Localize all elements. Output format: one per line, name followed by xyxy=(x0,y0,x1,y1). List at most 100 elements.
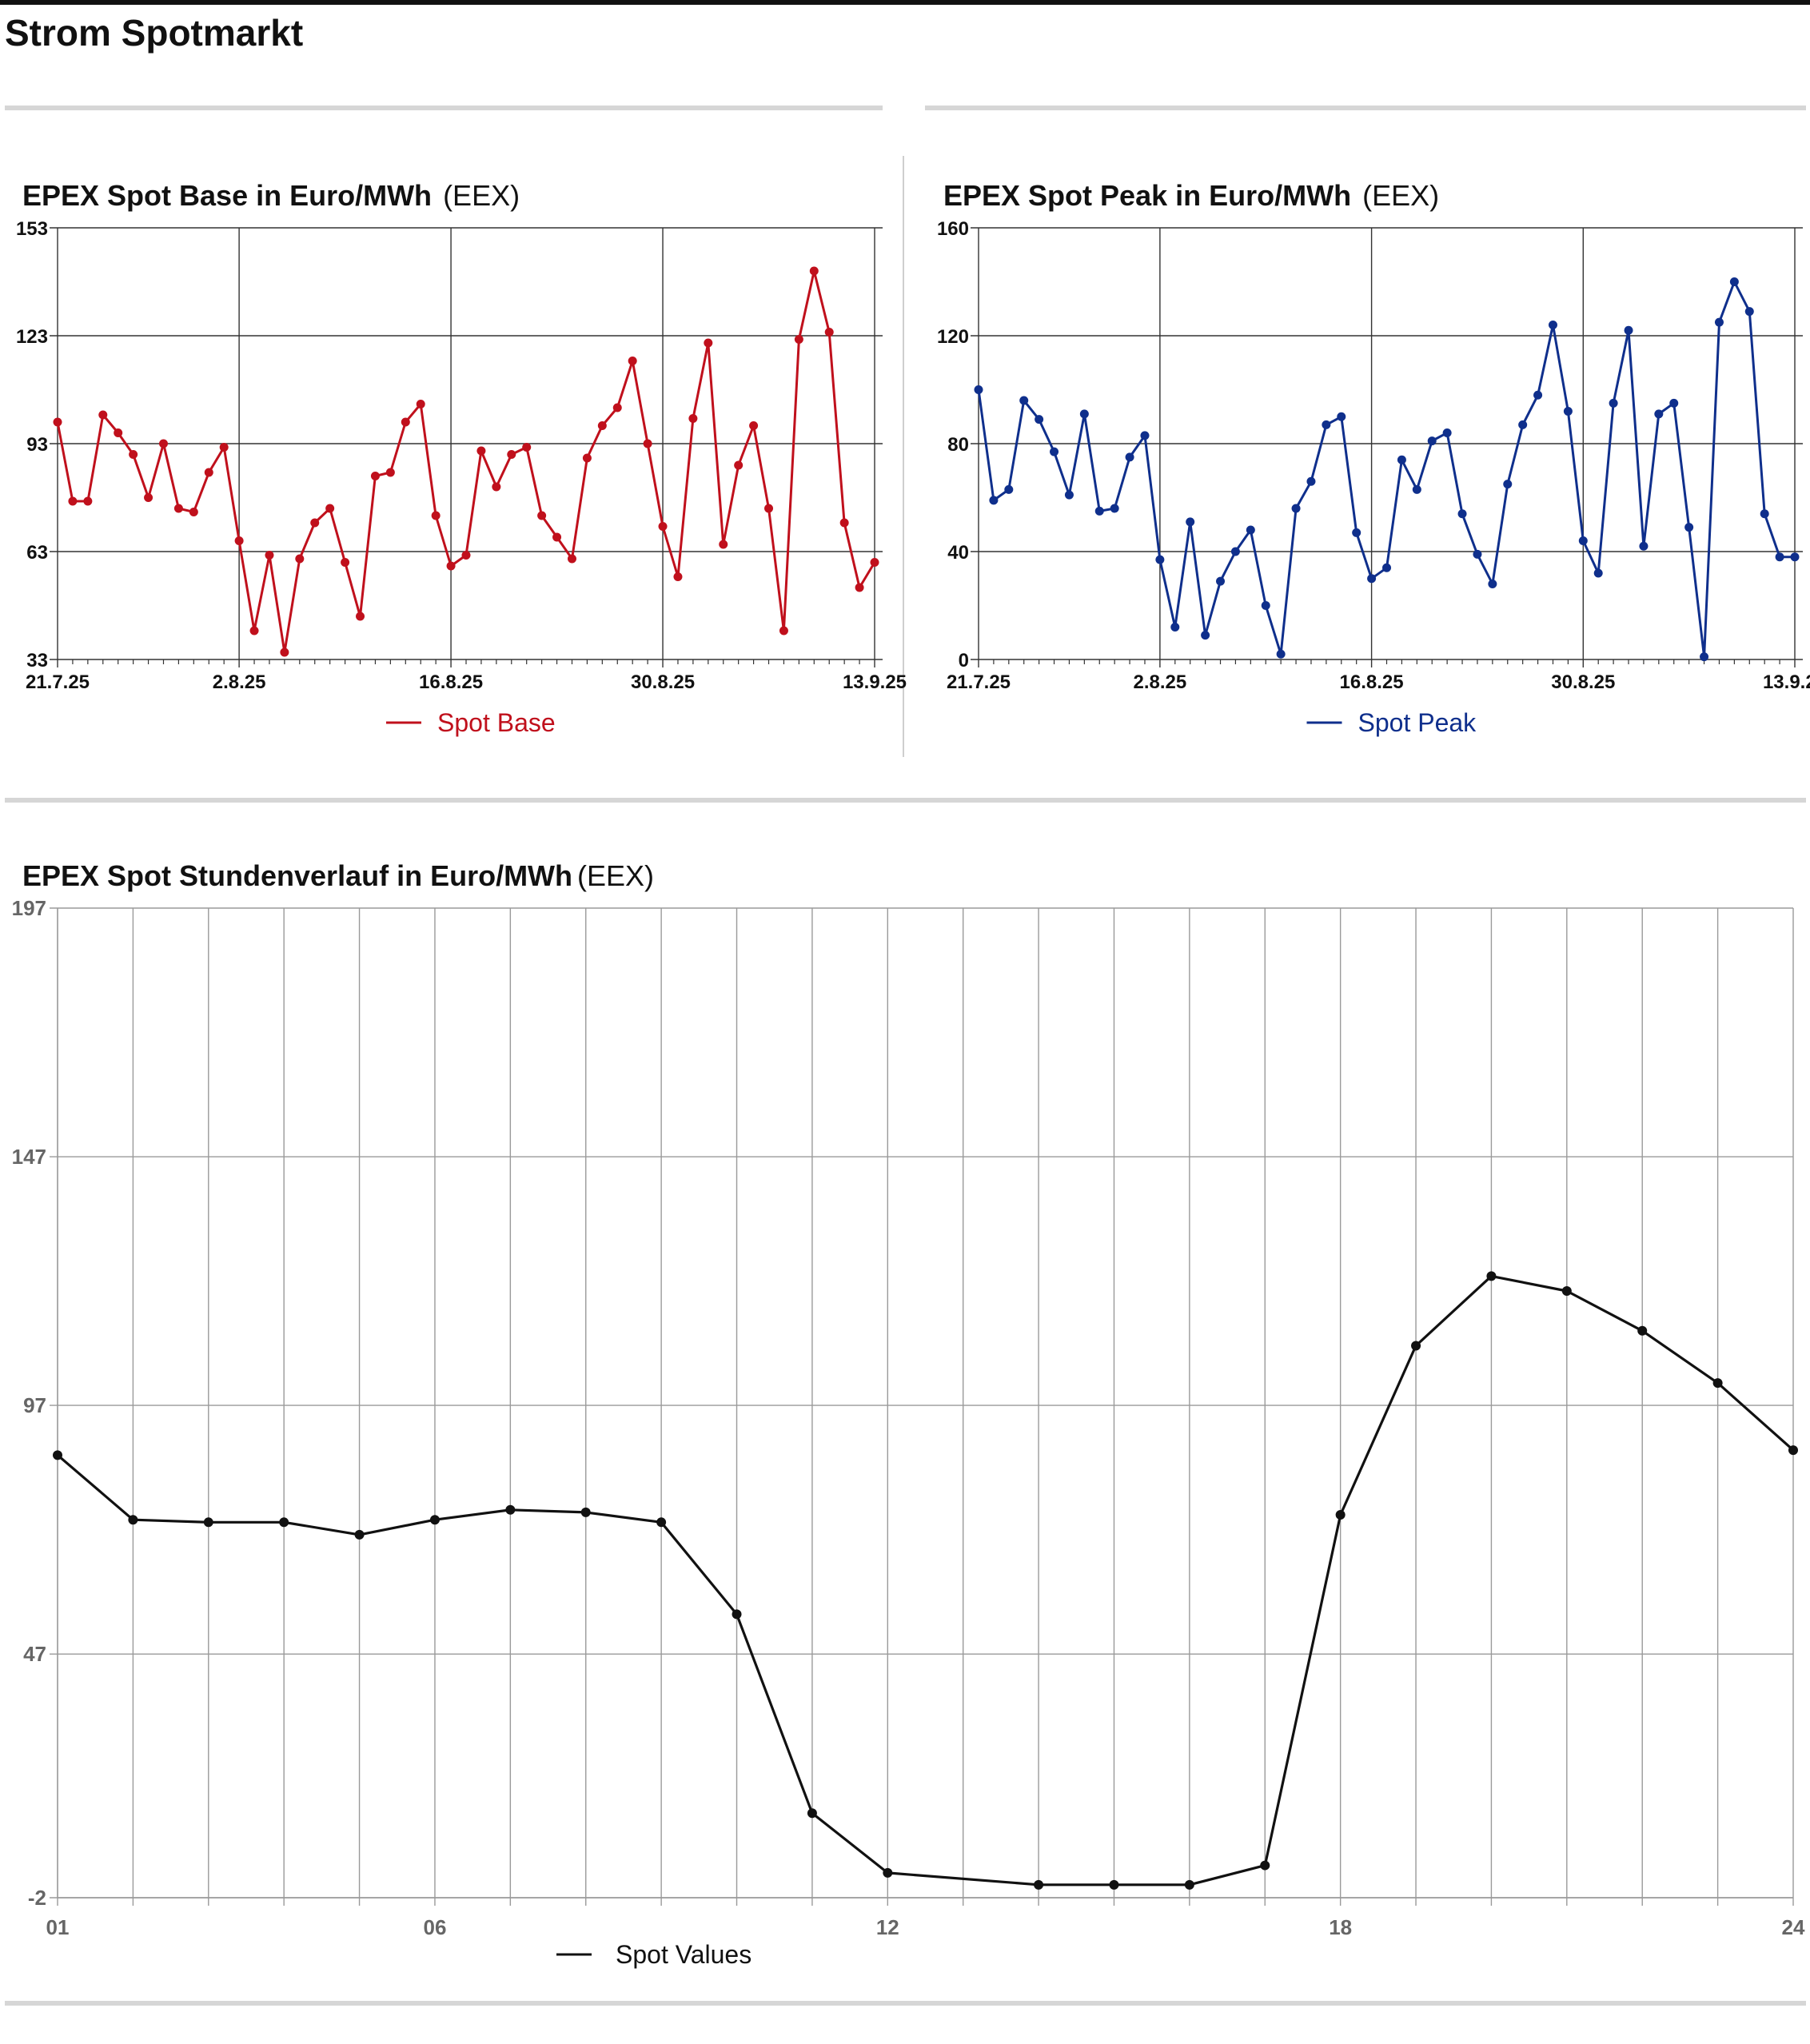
peak-data-point xyxy=(1609,398,1618,408)
section-rule-left xyxy=(5,106,883,110)
base-data-point xyxy=(628,357,637,365)
hourly-data-point xyxy=(1637,1325,1648,1336)
base-data-point xyxy=(249,626,259,636)
peak-data-point xyxy=(1352,528,1361,537)
base-data-point xyxy=(431,511,441,520)
base-data-point xyxy=(688,414,698,423)
base-data-point xyxy=(310,518,320,528)
hourly-data-point xyxy=(1411,1341,1421,1351)
chart-title-hourly-text: EPEX Spot Stundenverlauf in Euro/MWh xyxy=(22,859,573,892)
peak-data-point xyxy=(1473,549,1482,559)
hourly-data-point xyxy=(1561,1286,1572,1297)
peak-xtick-label: 16.8.25 xyxy=(1340,671,1404,693)
peak-data-point xyxy=(1624,325,1633,335)
peak-data-point xyxy=(1760,509,1769,519)
hourly-ytick-label: 147 xyxy=(12,1145,46,1169)
base-data-point xyxy=(719,540,728,549)
peak-data-point xyxy=(1035,415,1044,424)
peak-data-point xyxy=(1578,536,1588,545)
peak-data-point xyxy=(1654,409,1664,419)
hourly-data-point xyxy=(1712,1378,1723,1389)
hourly-data-point xyxy=(580,1507,591,1517)
peak-data-point xyxy=(1322,420,1331,429)
base-data-point xyxy=(794,335,803,344)
peak-data-point xyxy=(974,385,983,394)
peak-data-point xyxy=(1276,649,1286,659)
chart-base: 33 63 93 123 153 21.7.25 2.8.25 16.8.25 30.8.25 1… xyxy=(16,218,907,737)
peak-data-point xyxy=(1367,574,1377,584)
base-data-point xyxy=(280,647,289,657)
base-ytick-label: 63 xyxy=(26,542,48,564)
peak-data-point xyxy=(1230,547,1240,556)
peak-data-point xyxy=(1019,396,1029,405)
peak-data-point xyxy=(1155,555,1165,564)
base-data-point xyxy=(643,439,652,448)
hourly-xtick-label: 24 xyxy=(1782,1915,1805,1939)
peak-data-point xyxy=(1563,407,1573,416)
base-data-point xyxy=(189,508,198,516)
peak-xtick-label: 2.8.25 xyxy=(1134,671,1187,693)
base-data-point xyxy=(567,554,576,564)
hourly-data-point xyxy=(1335,1509,1346,1520)
peak-data-point xyxy=(1639,541,1649,551)
base-data-point xyxy=(401,417,410,427)
hourly-xtick-label: 01 xyxy=(46,1915,70,1939)
hourly-data-point xyxy=(883,1867,893,1878)
base-data-point xyxy=(461,551,471,560)
peak-data-point xyxy=(1291,504,1301,513)
peak-data-point xyxy=(1744,307,1754,317)
section-rule-middle xyxy=(5,798,1806,803)
peak-data-point xyxy=(1382,563,1391,572)
base-ytick-label: 33 xyxy=(26,650,48,671)
base-data-point xyxy=(416,400,425,408)
hourly-data-point xyxy=(1260,1860,1270,1871)
hourly-xtick-label: 06 xyxy=(423,1915,446,1939)
base-ytick-label: 153 xyxy=(16,218,48,240)
base-data-point xyxy=(537,511,547,520)
base-data-point xyxy=(779,626,788,636)
base-xtick-label: 16.8.25 xyxy=(419,671,483,693)
peak-data-point xyxy=(1412,484,1421,494)
hourly-data-point xyxy=(732,1609,742,1620)
base-data-point xyxy=(356,612,365,621)
chart-peak: 0 40 80 120 160 21.7.25 2.8.25 16.8.25 30.8.25 13… xyxy=(937,218,1810,737)
base-xtick-label: 30.8.25 xyxy=(631,671,695,693)
base-data-point xyxy=(204,468,213,477)
peak-data-point xyxy=(1094,506,1104,516)
base-data-point xyxy=(824,328,834,337)
base-data-point xyxy=(582,453,592,463)
peak-data-point xyxy=(1442,428,1452,437)
base-data-point xyxy=(265,551,274,560)
hourly-data-point xyxy=(1184,1879,1194,1890)
peak-data-point xyxy=(1669,398,1679,408)
hourly-ytick-label: 197 xyxy=(12,896,46,920)
peak-data-point xyxy=(1110,504,1119,513)
base-data-point xyxy=(476,446,486,456)
peak-data-point xyxy=(1700,652,1709,662)
peak-data-point xyxy=(1170,623,1180,632)
peak-data-point xyxy=(1125,452,1134,462)
base-data-point xyxy=(492,482,501,492)
peak-ytick-label: 120 xyxy=(937,326,969,348)
peak-data-point xyxy=(1457,509,1467,519)
peak-ytick-label: 80 xyxy=(947,434,969,456)
base-data-point xyxy=(83,496,93,506)
section-rule-right xyxy=(925,106,1806,110)
peak-data-point xyxy=(1714,317,1724,327)
base-data-point xyxy=(234,536,244,545)
hourly-series-line xyxy=(56,1274,1795,1887)
peak-data-point xyxy=(1503,480,1513,489)
peak-ytick-label: 160 xyxy=(937,218,969,240)
base-data-point xyxy=(809,266,819,276)
peak-data-point xyxy=(1186,517,1195,527)
base-data-point xyxy=(370,472,380,480)
peak-xtick-label: 13.9.25 xyxy=(1763,671,1810,693)
peak-data-point xyxy=(1246,525,1255,535)
base-data-point xyxy=(870,558,879,567)
base-data-point xyxy=(839,518,849,528)
peak-data-point xyxy=(1775,552,1784,562)
base-data-point xyxy=(764,504,774,513)
peak-ytick-label: 0 xyxy=(959,650,969,671)
peak-data-point xyxy=(1729,277,1739,286)
